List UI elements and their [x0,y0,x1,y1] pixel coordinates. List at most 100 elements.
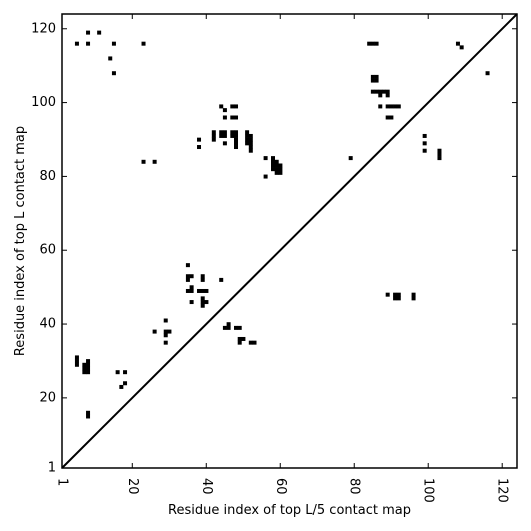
contact-cell-upper [274,170,279,175]
contact-cell-lower [185,288,190,293]
contact-cell-upper [234,130,239,135]
contact-cell-lower [189,285,194,290]
y-tick-label: 20 [39,390,56,405]
contact-cell-lower [219,277,224,282]
contact-cell-upper [245,130,250,135]
contact-cell-lower [241,336,246,341]
contact-cell-lower [237,340,242,345]
contact-cell-lower [248,340,253,345]
contact-cell-lower [200,296,205,301]
contact-cell-lower [396,296,401,301]
contact-cell-upper [197,137,202,142]
contact-cell-upper [374,89,379,94]
contact-cell-lower [123,381,128,386]
contact-cell-lower [411,292,416,297]
contact-cell-lower [200,274,205,279]
contact-cell-lower [163,340,168,345]
contact-cell-upper [485,71,490,76]
contact-cell-upper [278,163,283,168]
contact-cell-upper [385,104,390,109]
contact-cell-upper [234,133,239,138]
contact-cell-upper [389,115,394,120]
contact-cell-lower [200,288,205,293]
contact-cell-upper [141,41,146,46]
contact-cell-lower [82,366,87,371]
x-tick-label: 80 [347,478,362,495]
contact-cell-upper [378,93,383,98]
contact-cell-upper [211,130,216,135]
contact-cell-upper [245,133,250,138]
contact-cell-upper [274,163,279,168]
contact-cell-upper [263,156,268,161]
x-tick-label: 20 [125,478,140,495]
x-axis-label: Residue index of top L/5 contact map [168,503,411,518]
contact-cell-upper [248,145,253,150]
contact-cell-lower [185,274,190,279]
contact-cell-upper [248,133,253,138]
contact-cell-lower [200,277,205,282]
contact-cell-upper [222,108,227,113]
contact-cell-lower [163,329,168,334]
contact-cell-upper [422,133,427,138]
contact-cell-lower [86,359,91,364]
contact-cell-lower [74,355,79,360]
contact-cell-upper [248,137,253,142]
contact-cell-lower [82,362,87,367]
contact-cell-upper [378,104,383,109]
contact-cell-upper [234,137,239,142]
contact-cell-lower [86,362,91,367]
contact-cell-lower [86,366,91,371]
contact-cell-upper [374,78,379,83]
contact-cell-lower [82,370,87,375]
y-axis-label: Residue index of top L contact map [13,126,28,356]
contact-cell-upper [278,170,283,175]
contact-cell-upper [230,115,235,120]
y-tick-label: 120 [31,21,56,36]
contact-cell-upper [152,159,157,164]
contact-cell-upper [274,167,279,172]
contact-cell-lower [237,336,242,341]
contact-cell-upper [234,104,239,109]
contact-cell-lower [185,277,190,282]
contact-cell-lower [189,300,194,305]
contact-cell-lower [237,325,242,330]
contact-cell-lower [200,300,205,305]
contact-cell-lower [115,370,120,375]
contact-cell-upper [230,133,235,138]
contact-cell-lower [234,325,239,330]
contact-cell-upper [370,41,375,46]
contact-cell-upper [274,159,279,164]
contact-cell-lower [189,274,194,279]
contact-cell-lower [385,292,390,297]
contact-cell-lower [393,296,398,301]
contact-cell-lower [86,414,91,419]
diagonal-line [61,13,518,469]
contact-cell-lower [252,340,257,345]
contact-cell-upper [370,78,375,83]
contact-cell-upper [367,41,372,46]
contact-cell-upper [389,104,394,109]
x-tick-label: 60 [273,478,288,495]
x-tick-label: 40 [199,478,214,495]
contact-cell-upper [385,89,390,94]
contact-cell-upper [248,148,253,153]
contact-cell-lower [393,292,398,297]
y-tick-label: 1 [48,461,56,476]
contact-cell-upper [393,104,398,109]
x-tick-label: 100 [421,478,436,503]
contact-cell-lower [86,370,91,375]
x-tick-label: 1 [55,478,70,486]
y-tick-label: 60 [39,243,56,258]
contact-cell-upper [222,133,227,138]
contact-cell-upper [245,137,250,142]
contact-cell-lower [86,410,91,415]
y-tick-label: 100 [31,95,56,110]
contact-cell-lower [119,384,124,389]
contact-cell-upper [97,30,102,35]
contact-cell-lower [74,359,79,364]
contact-cell-upper [422,148,427,153]
contact-cell-upper [271,156,275,161]
contact-cell-upper [230,130,235,135]
contact-cell-upper [271,167,275,172]
